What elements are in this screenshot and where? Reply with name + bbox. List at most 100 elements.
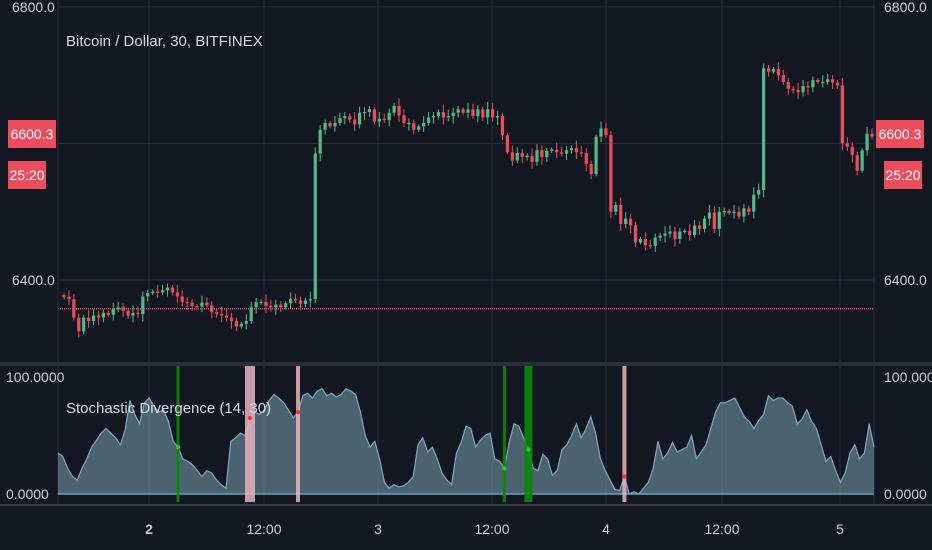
oscillator-title: Stochastic Divergence (14, 30) <box>66 400 271 417</box>
candle-body-0 <box>62 295 66 298</box>
candle-body-117 <box>638 239 643 243</box>
candle-body-96 <box>535 150 539 162</box>
candle-body-44 <box>279 304 283 308</box>
candle-body-76 <box>436 112 441 117</box>
candle-body-79 <box>451 112 455 117</box>
candle-body-71 <box>412 122 416 130</box>
candle-body-155 <box>826 79 830 82</box>
candle-body-3 <box>77 317 81 332</box>
panel-separators <box>0 0 932 506</box>
osc-tick-right-0: 0.0000 <box>884 486 927 502</box>
bearish-signal-2 <box>622 366 627 502</box>
candle-body-116 <box>633 225 638 243</box>
candle-body-43 <box>274 304 278 308</box>
candle-body-130 <box>702 218 707 229</box>
candle-body-158 <box>840 85 845 144</box>
candle-body-11 <box>116 307 120 310</box>
candle-body-49 <box>303 300 308 304</box>
candle-body-153 <box>816 79 820 82</box>
candle-body-126 <box>683 230 687 233</box>
time-tick-5: 12:00 <box>704 521 739 537</box>
time-tick-1: 12:00 <box>246 521 281 537</box>
candle-body-19 <box>156 291 160 293</box>
osc-tick-left-1: 100.0000 <box>6 369 65 385</box>
candle-body-142 <box>762 68 766 190</box>
time-axis: 2 12:00 3 12:00 4 12:00 5 <box>145 521 844 537</box>
candle-body-25 <box>185 301 189 304</box>
candle-body-33 <box>224 315 229 318</box>
candle-body-152 <box>811 79 815 88</box>
candle-body-112 <box>614 204 618 212</box>
candle-body-29 <box>205 302 209 306</box>
candle-body-103 <box>569 148 574 151</box>
candle-body-22 <box>170 287 174 293</box>
price-tag-left-value: 6600.3 <box>11 126 54 142</box>
price-candles[interactable] <box>62 62 874 338</box>
candle-body-104 <box>574 148 578 153</box>
candle-body-101 <box>560 152 564 154</box>
candle-body-55 <box>333 122 337 127</box>
candle-body-57 <box>343 116 347 119</box>
candle-body-66 <box>387 112 391 121</box>
price-tag-left: 6600.3 25:20 <box>8 120 56 189</box>
candle-body-141 <box>757 189 761 195</box>
candle-body-26 <box>190 302 194 306</box>
osc-tick-left-0: 0.0000 <box>6 486 49 502</box>
oscillator-area[interactable] <box>57 387 875 495</box>
candle-body-15 <box>136 312 140 315</box>
candle-body-34 <box>229 317 234 322</box>
candle-body-50 <box>308 299 312 301</box>
candle-body-54 <box>328 122 332 127</box>
candle-body-32 <box>220 314 224 316</box>
candle-body-75 <box>431 116 436 118</box>
time-tick-2: 3 <box>374 521 382 537</box>
bearish-signal-dot-0 <box>247 415 253 421</box>
price-tick-left-0: 6400.0 <box>12 272 55 288</box>
candle-body-68 <box>397 105 401 116</box>
candle-body-39 <box>254 301 258 308</box>
candle-body-156 <box>830 79 835 83</box>
price-chart-title: Bitcoin / Dollar, 30, BITFINEX <box>66 33 263 50</box>
candle-body-45 <box>284 303 288 308</box>
candle-body-146 <box>781 75 785 82</box>
time-tick-4: 4 <box>602 521 610 537</box>
candle-body-122 <box>663 233 667 236</box>
candle-body-133 <box>717 211 721 229</box>
candle-body-90 <box>505 135 510 153</box>
price-tick-right-0: 6400.0 <box>884 272 927 288</box>
candle-body-149 <box>796 90 800 93</box>
candle-body-157 <box>835 82 840 86</box>
bullish-signal-2 <box>524 366 533 502</box>
candle-body-77 <box>441 112 445 118</box>
candle-body-151 <box>806 86 810 88</box>
candle-body-65 <box>382 118 386 121</box>
candle-body-56 <box>338 118 342 123</box>
candle-body-107 <box>589 163 593 175</box>
candle-body-161 <box>855 155 859 171</box>
candle-body-135 <box>727 211 731 214</box>
candle-body-59 <box>353 119 357 125</box>
candle-body-36 <box>239 323 243 327</box>
candle-body-97 <box>540 150 544 158</box>
candle-body-64 <box>377 118 381 122</box>
candle-body-17 <box>146 293 150 297</box>
candle-body-92 <box>515 152 519 161</box>
candle-body-113 <box>619 204 623 225</box>
candle-body-129 <box>697 225 702 229</box>
grid <box>58 0 874 505</box>
candle-body-38 <box>249 307 253 322</box>
candle-body-80 <box>456 109 460 113</box>
candle-body-13 <box>126 310 130 316</box>
candle-body-93 <box>520 152 524 158</box>
candle-body-131 <box>707 212 712 219</box>
candle-body-70 <box>407 122 411 125</box>
candle-body-105 <box>579 152 583 154</box>
candle-body-94 <box>525 155 529 158</box>
candle-body-148 <box>791 88 795 91</box>
candle-body-120 <box>653 237 657 246</box>
candle-body-140 <box>752 194 756 212</box>
candle-body-121 <box>658 235 662 238</box>
oscillator-fill <box>58 388 874 494</box>
candle-body-24 <box>180 296 184 302</box>
